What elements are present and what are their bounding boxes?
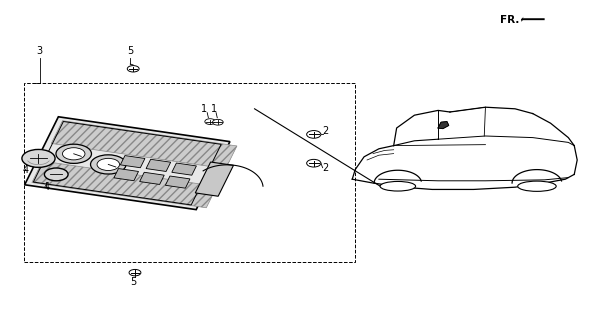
Ellipse shape [517,181,556,191]
Polygon shape [438,122,449,129]
Text: 4: 4 [22,164,28,175]
Polygon shape [146,159,170,172]
Ellipse shape [380,181,416,191]
Text: FR.: FR. [500,15,519,26]
Circle shape [91,155,126,174]
Bar [24,83,355,262]
Polygon shape [195,162,233,196]
Text: 3: 3 [37,46,43,56]
Text: 1: 1 [201,104,207,114]
Text: 1: 1 [211,104,217,114]
Polygon shape [521,17,545,22]
Circle shape [205,119,215,124]
Polygon shape [114,169,139,181]
Circle shape [56,144,92,164]
Circle shape [307,159,321,167]
Text: 4: 4 [43,182,49,192]
Circle shape [97,158,120,171]
Text: 2: 2 [323,126,329,136]
Polygon shape [165,176,190,188]
Polygon shape [52,121,237,169]
Circle shape [44,168,68,181]
Polygon shape [140,172,164,184]
Circle shape [129,269,141,276]
Polygon shape [172,163,197,175]
Polygon shape [25,117,230,210]
Circle shape [22,149,55,167]
Circle shape [63,148,85,160]
Circle shape [213,119,223,125]
Circle shape [307,131,321,138]
Text: 5: 5 [130,276,136,287]
Text: 5: 5 [127,46,133,56]
Circle shape [127,66,139,72]
Polygon shape [120,156,145,168]
Text: 2: 2 [323,163,329,173]
Polygon shape [32,161,217,208]
